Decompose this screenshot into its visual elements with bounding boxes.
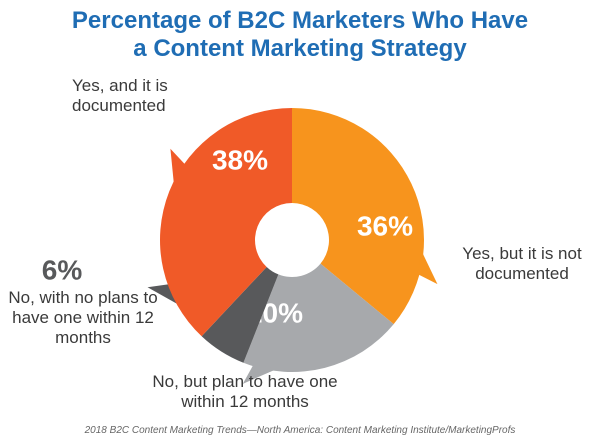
donut-segment [201,266,279,363]
chart-title: Percentage of B2C Marketers Who Have [71,7,529,34]
callout-tail [417,250,438,285]
value-label: 6% [42,254,83,285]
donut-segment [160,107,292,337]
chart-title: a Content Marketing Strategy [133,35,467,62]
callout-tail [170,148,186,186]
callout-tail [242,364,277,384]
category-label: Yes, but it is not documented [462,244,582,283]
category-label: Yes, and it is documented [72,76,168,115]
donut-segment [292,108,424,325]
category-label: No, with no plans to have one within 12 … [8,288,158,347]
source-note: 2018 B2C Content Marketing Trends—North … [84,425,516,436]
donut-segment [243,263,394,372]
category-label: No, but plan to have one within 12 month… [152,372,338,411]
value-label: 38% [212,144,268,175]
value-label: 36% [357,210,413,241]
